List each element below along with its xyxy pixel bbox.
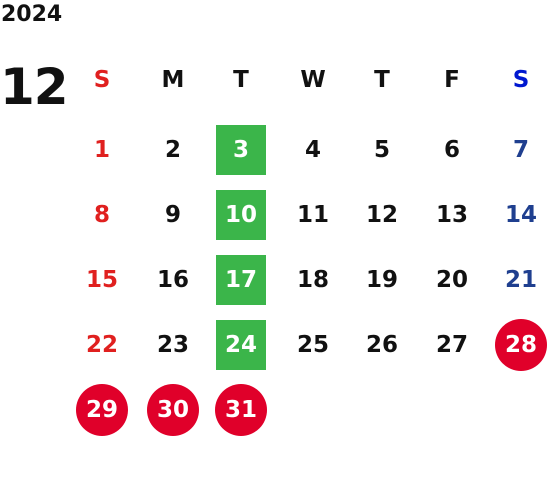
- weekday-label: W: [300, 67, 326, 93]
- weekday-label: S: [512, 67, 530, 93]
- weekday-label: F: [444, 67, 460, 93]
- day: 31: [215, 384, 267, 436]
- day: 29: [76, 384, 128, 436]
- day: 17: [216, 255, 266, 305]
- day: 6: [443, 137, 460, 163]
- day: 15: [85, 267, 118, 293]
- day: 28: [495, 319, 547, 371]
- month: 12: [0, 58, 69, 116]
- day: 12: [365, 202, 398, 228]
- weekday-label: T: [233, 67, 249, 93]
- weekday-label: T: [374, 67, 390, 93]
- day: 13: [435, 202, 468, 228]
- day: 3: [216, 125, 266, 175]
- day: 30: [147, 384, 199, 436]
- day: 25: [296, 332, 329, 358]
- day: 23: [156, 332, 189, 358]
- year: 2024: [1, 2, 63, 27]
- day: 14: [504, 202, 537, 228]
- day: 9: [164, 202, 181, 228]
- day: 22: [85, 332, 118, 358]
- day: 5: [373, 137, 390, 163]
- day: 11: [296, 202, 329, 228]
- weekday-label: M: [161, 67, 185, 93]
- day: 27: [435, 332, 468, 358]
- day: 20: [435, 267, 468, 293]
- day: 1: [93, 137, 110, 163]
- day: 16: [156, 267, 189, 293]
- day: 7: [512, 137, 529, 163]
- weekday-label: S: [93, 67, 111, 93]
- day: 21: [504, 267, 537, 293]
- day: 19: [365, 267, 398, 293]
- day: 10: [216, 190, 266, 240]
- day: 4: [304, 137, 321, 163]
- day: 18: [296, 267, 329, 293]
- day: 2: [164, 137, 181, 163]
- day: 8: [93, 202, 110, 228]
- day: 24: [216, 320, 266, 370]
- day: 26: [365, 332, 398, 358]
